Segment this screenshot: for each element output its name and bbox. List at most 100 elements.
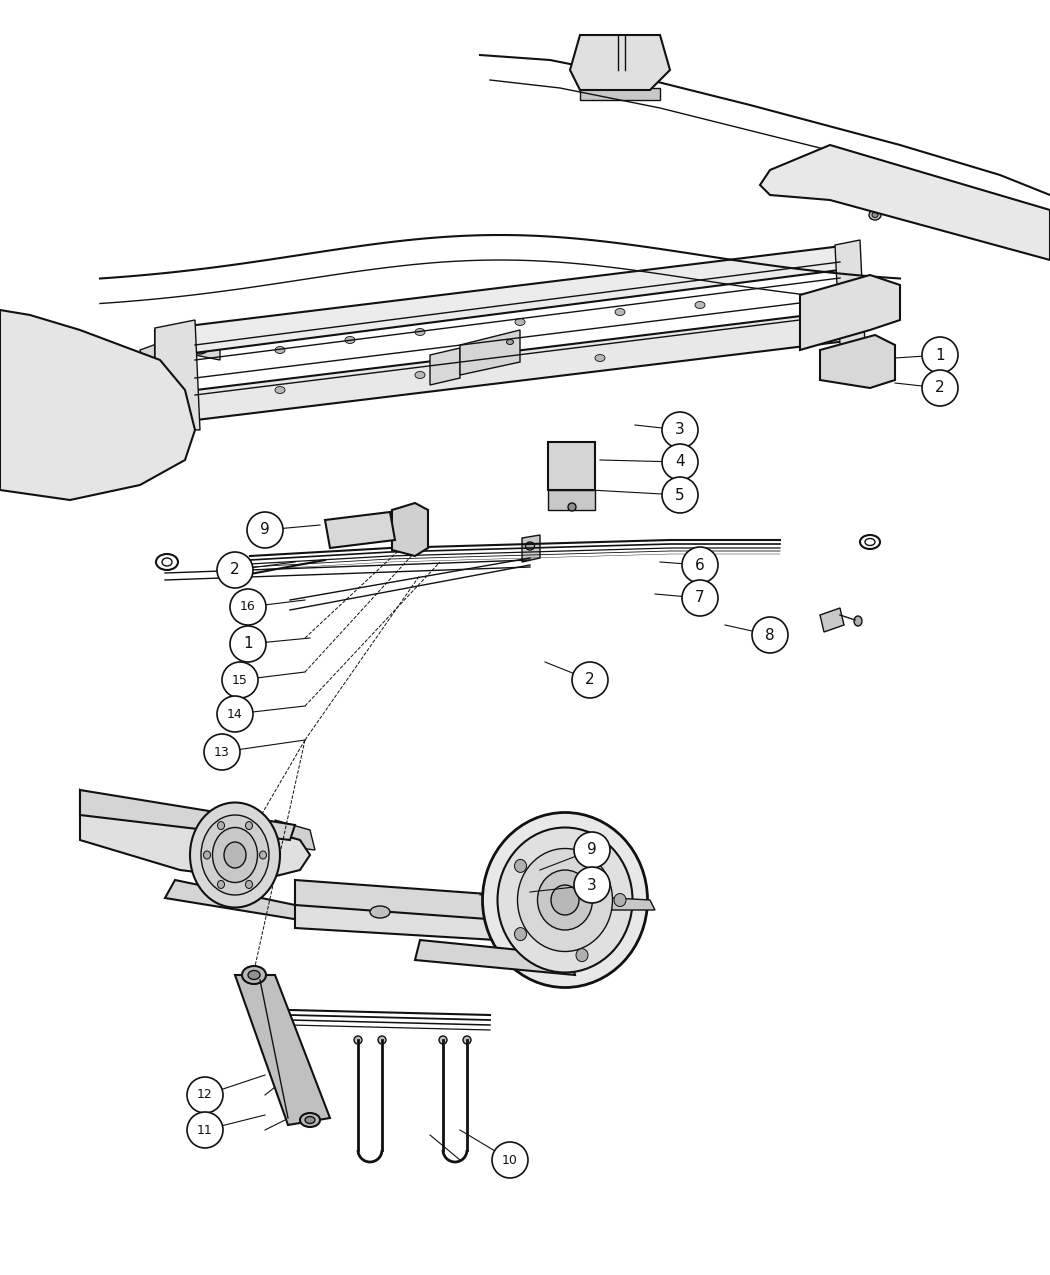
- Polygon shape: [235, 975, 330, 1125]
- Ellipse shape: [861, 298, 879, 312]
- Ellipse shape: [275, 386, 285, 394]
- Polygon shape: [598, 68, 638, 91]
- Ellipse shape: [430, 949, 440, 956]
- Ellipse shape: [415, 329, 425, 335]
- Ellipse shape: [568, 504, 576, 511]
- Polygon shape: [80, 790, 295, 840]
- Text: 10: 10: [502, 1154, 518, 1167]
- Polygon shape: [326, 513, 395, 548]
- Circle shape: [922, 370, 958, 405]
- Ellipse shape: [334, 529, 346, 539]
- Ellipse shape: [551, 885, 579, 915]
- Ellipse shape: [872, 213, 878, 218]
- Ellipse shape: [405, 510, 415, 519]
- Circle shape: [682, 547, 718, 583]
- Text: 9: 9: [260, 523, 270, 538]
- Text: 5: 5: [675, 487, 685, 502]
- Polygon shape: [140, 330, 220, 370]
- Ellipse shape: [246, 821, 252, 830]
- Polygon shape: [155, 320, 200, 430]
- Text: 8: 8: [765, 627, 775, 643]
- Polygon shape: [522, 536, 540, 562]
- Circle shape: [574, 833, 610, 868]
- Polygon shape: [560, 895, 655, 910]
- Ellipse shape: [204, 850, 210, 859]
- Ellipse shape: [607, 48, 629, 66]
- Ellipse shape: [854, 616, 862, 626]
- Circle shape: [574, 867, 610, 903]
- Ellipse shape: [538, 870, 592, 929]
- Text: 1: 1: [244, 636, 253, 652]
- Circle shape: [662, 412, 698, 448]
- Text: 14: 14: [227, 708, 243, 720]
- Text: 11: 11: [197, 1123, 213, 1136]
- Ellipse shape: [439, 1037, 447, 1044]
- Circle shape: [247, 513, 284, 548]
- Circle shape: [230, 626, 266, 662]
- Ellipse shape: [275, 347, 285, 353]
- Ellipse shape: [217, 821, 225, 830]
- Ellipse shape: [518, 848, 612, 951]
- Polygon shape: [392, 504, 428, 556]
- Ellipse shape: [498, 827, 632, 973]
- Text: 15: 15: [232, 673, 248, 686]
- Ellipse shape: [304, 1117, 315, 1123]
- Text: 4: 4: [675, 454, 685, 469]
- Polygon shape: [155, 245, 855, 358]
- Ellipse shape: [415, 371, 425, 379]
- Ellipse shape: [242, 966, 266, 984]
- Circle shape: [187, 1112, 223, 1148]
- Text: 7: 7: [695, 590, 705, 606]
- Ellipse shape: [614, 894, 626, 907]
- Circle shape: [187, 1077, 223, 1113]
- Ellipse shape: [595, 354, 605, 362]
- Ellipse shape: [463, 1037, 471, 1044]
- Text: 2: 2: [936, 380, 945, 395]
- Circle shape: [682, 580, 718, 616]
- Circle shape: [922, 337, 958, 374]
- Ellipse shape: [224, 842, 246, 868]
- Text: 1: 1: [936, 348, 945, 362]
- Ellipse shape: [506, 339, 513, 344]
- Polygon shape: [835, 240, 865, 346]
- Polygon shape: [295, 880, 570, 924]
- Ellipse shape: [525, 542, 534, 550]
- Ellipse shape: [866, 193, 874, 198]
- Ellipse shape: [916, 205, 924, 210]
- Polygon shape: [10, 346, 50, 377]
- Polygon shape: [10, 422, 50, 463]
- Ellipse shape: [891, 198, 899, 203]
- Ellipse shape: [514, 859, 526, 872]
- Polygon shape: [548, 490, 595, 510]
- Polygon shape: [155, 310, 855, 425]
- Polygon shape: [10, 382, 50, 418]
- Polygon shape: [820, 335, 895, 388]
- Ellipse shape: [300, 1113, 320, 1127]
- Polygon shape: [820, 608, 844, 632]
- Text: 6: 6: [695, 557, 705, 572]
- Text: 3: 3: [675, 422, 685, 437]
- Text: 3: 3: [587, 877, 596, 892]
- Circle shape: [752, 617, 788, 653]
- Ellipse shape: [354, 1037, 362, 1044]
- Ellipse shape: [514, 319, 525, 325]
- Ellipse shape: [405, 543, 415, 552]
- Text: 13: 13: [214, 746, 230, 759]
- Text: 2: 2: [230, 562, 239, 578]
- Circle shape: [572, 662, 608, 697]
- Ellipse shape: [378, 1037, 386, 1044]
- Polygon shape: [415, 940, 575, 975]
- Circle shape: [230, 589, 266, 625]
- Polygon shape: [760, 145, 1050, 260]
- Ellipse shape: [483, 812, 648, 988]
- Circle shape: [222, 662, 258, 697]
- Circle shape: [204, 734, 240, 770]
- Ellipse shape: [23, 464, 37, 476]
- Ellipse shape: [863, 354, 877, 366]
- Ellipse shape: [345, 337, 355, 343]
- Ellipse shape: [576, 949, 588, 961]
- Polygon shape: [165, 880, 300, 921]
- Polygon shape: [80, 790, 310, 880]
- Ellipse shape: [354, 527, 366, 535]
- Ellipse shape: [695, 301, 705, 309]
